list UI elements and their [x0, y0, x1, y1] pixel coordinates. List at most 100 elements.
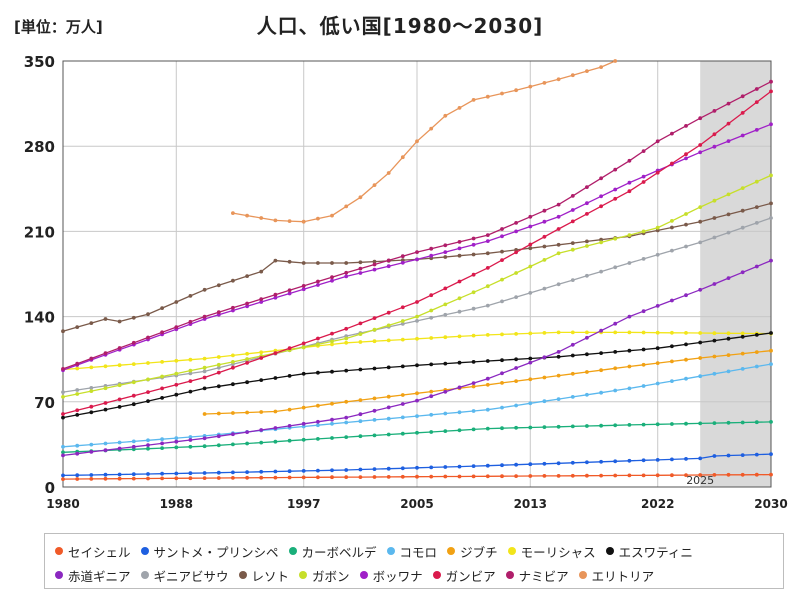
data-point [754, 221, 759, 225]
data-point [316, 419, 320, 424]
data-point [769, 472, 773, 477]
x-tick-label: 2030 [754, 497, 787, 511]
data-point [542, 474, 547, 478]
data-point [641, 180, 646, 184]
data-point [698, 473, 703, 477]
data-point [231, 476, 235, 480]
data-point [740, 186, 745, 191]
data-point [698, 456, 703, 461]
data-point [570, 395, 575, 399]
data-point [231, 382, 235, 387]
legend-item: ジブチ [447, 540, 498, 562]
data-point [415, 465, 419, 470]
data-point [570, 371, 575, 376]
data-point [528, 242, 533, 247]
data-point [599, 176, 603, 181]
legend-label: エスワティニ [618, 544, 693, 560]
data-point [485, 463, 490, 468]
data-point [712, 216, 717, 220]
data-point [103, 386, 108, 391]
data-point [75, 451, 80, 456]
data-point [599, 328, 603, 333]
data-point [570, 460, 575, 465]
data-point [117, 383, 122, 388]
data-point [698, 219, 703, 224]
data-point [670, 422, 674, 426]
data-point [556, 282, 561, 287]
data-point [131, 439, 136, 444]
data-point [245, 304, 250, 309]
data-point [740, 367, 745, 371]
data-point [655, 228, 660, 233]
data-point [75, 473, 80, 478]
data-point [670, 473, 674, 478]
data-point [712, 371, 717, 376]
data-point [485, 303, 490, 308]
data-point [174, 439, 179, 444]
data-point [514, 425, 518, 430]
data-point [769, 89, 773, 94]
data-point [627, 364, 632, 369]
data-point [372, 396, 377, 401]
legend-label: 赤道ギニア [68, 568, 131, 584]
data-point [259, 216, 264, 220]
x-tick-label: 2005 [400, 497, 433, 511]
data-point [769, 201, 773, 206]
data-point [585, 473, 589, 478]
data-point [471, 242, 476, 247]
data-point [188, 294, 193, 298]
data-point [174, 436, 179, 440]
data-point [216, 470, 221, 475]
data-point [613, 265, 618, 270]
data-point [740, 133, 745, 138]
unit-label: [単位：万人] [14, 18, 103, 36]
data-point [627, 261, 632, 265]
data-point [160, 471, 165, 476]
data-point [301, 287, 306, 292]
data-point [726, 121, 731, 126]
data-point [372, 267, 377, 272]
data-point [485, 251, 490, 256]
series-line [232, 60, 616, 223]
legend-item: レソト [238, 564, 289, 586]
data-point [117, 405, 122, 409]
data-point [485, 239, 490, 244]
data-point [726, 472, 731, 477]
data-point [556, 202, 561, 207]
data-point [216, 434, 221, 439]
data-point [89, 450, 94, 454]
data-point [188, 435, 193, 439]
data-point [216, 365, 221, 370]
data-point [61, 477, 65, 481]
data-point [273, 351, 278, 355]
data-point [684, 342, 688, 347]
data-point [514, 403, 518, 408]
data-point [485, 376, 490, 381]
data-point [245, 475, 250, 480]
legend-marker [140, 571, 149, 579]
legend-label: エリトリア [591, 568, 655, 584]
data-point [358, 467, 363, 472]
data-point [301, 345, 306, 350]
data-point [330, 342, 334, 347]
data-point [429, 253, 434, 258]
data-point [528, 84, 533, 89]
data-point [259, 350, 264, 355]
data-point [712, 454, 717, 458]
legend-item: モーリシャス [507, 540, 596, 562]
data-point [89, 404, 94, 409]
legend-marker [55, 571, 63, 579]
data-point [641, 229, 646, 234]
data-point [655, 361, 660, 365]
data-point [443, 465, 448, 469]
data-point [386, 394, 391, 399]
data-point [599, 237, 603, 242]
data-point [684, 331, 688, 335]
data-point [684, 222, 688, 227]
data-point [415, 414, 419, 418]
data-point [372, 366, 377, 371]
legend-item: ガンビア [432, 564, 496, 586]
data-point [570, 247, 575, 252]
data-point [514, 88, 518, 93]
data-point [613, 423, 618, 428]
